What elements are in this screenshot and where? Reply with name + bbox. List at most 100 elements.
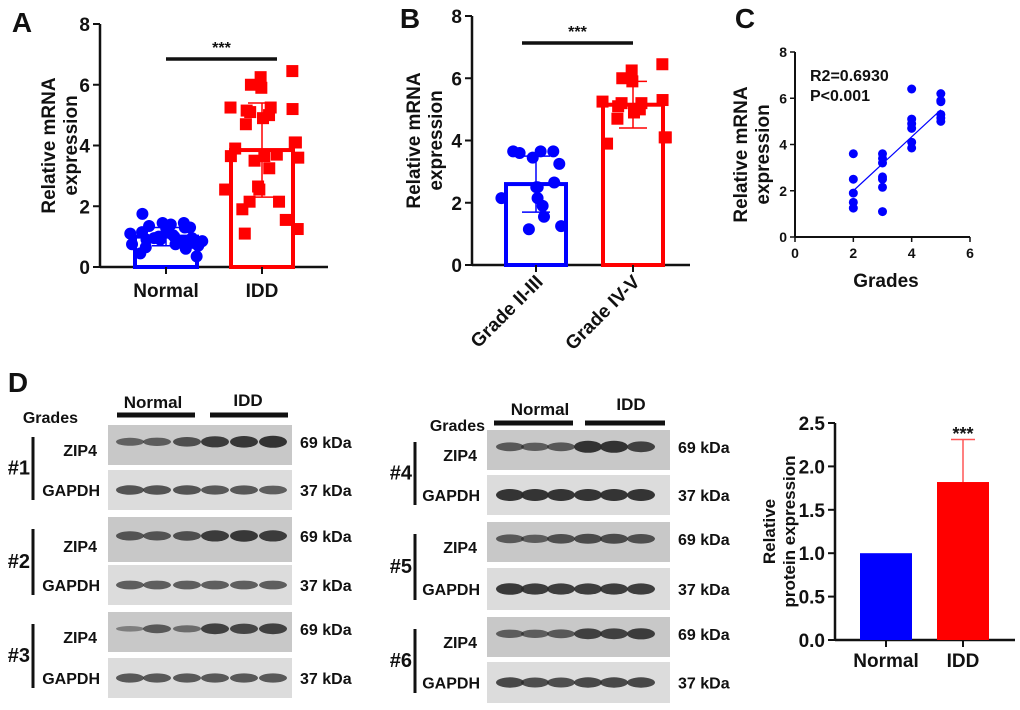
protein-label-gapdh: GAPDH <box>422 676 480 693</box>
blot-band <box>574 583 602 595</box>
blot-band <box>600 440 628 453</box>
blot-band <box>259 485 287 495</box>
blot-group-label-idd: IDD <box>233 391 262 410</box>
data-point <box>136 207 149 220</box>
kda-label-69: 69 kDa <box>300 435 352 452</box>
y-tick-label: 6 <box>79 76 90 97</box>
blot-band <box>201 673 229 683</box>
data-point <box>627 106 640 119</box>
blot-band <box>496 489 524 501</box>
blot-band <box>574 533 602 544</box>
bar-normal <box>860 553 912 640</box>
blot-band <box>259 580 287 590</box>
blot-band <box>230 623 258 634</box>
data-point <box>547 145 560 158</box>
data-point <box>238 227 251 240</box>
y-tick-label: 8 <box>779 44 787 60</box>
y-tick-label: 0.5 <box>799 588 826 609</box>
x-tick-label: 4 <box>908 245 916 261</box>
data-point <box>134 247 147 260</box>
data-point <box>253 183 266 196</box>
data-point <box>178 221 191 234</box>
data-point <box>219 183 232 196</box>
r2-annotation: R2=0.6930 <box>810 68 889 85</box>
sample-id: #6 <box>390 650 412 672</box>
y-tick-label: 2.5 <box>799 414 826 435</box>
kda-label-37: 37 kDa <box>678 582 730 599</box>
kda-label-37: 37 kDa <box>678 488 730 505</box>
y-tick-label: 4 <box>779 137 787 153</box>
blot-band <box>627 583 655 595</box>
p-value-annotation: P<0.001 <box>810 88 870 105</box>
data-point <box>255 81 268 94</box>
y-tick-label: 6 <box>779 90 787 106</box>
significance-label: *** <box>212 40 231 57</box>
blot-band <box>230 580 258 590</box>
data-point <box>625 64 638 77</box>
y-axis-label-line: expression <box>426 90 447 190</box>
data-point <box>513 146 526 159</box>
blot-band <box>521 583 549 595</box>
data-point <box>907 143 917 153</box>
panel-label-b: B <box>400 3 420 34</box>
x-tick-label: 6 <box>966 245 974 261</box>
blot-band <box>521 629 549 638</box>
blot-band <box>116 673 144 683</box>
blot-band <box>230 673 258 683</box>
data-point <box>248 154 261 167</box>
x-tick-label: 2 <box>849 245 857 261</box>
blot-band <box>173 580 201 590</box>
y-axis-label: Relativeprotein expression <box>760 455 799 607</box>
data-point <box>126 238 139 251</box>
sample-id: #1 <box>8 458 30 480</box>
data-point <box>848 188 858 198</box>
y-axis-label-line: expression <box>61 95 82 195</box>
data-point <box>154 233 167 246</box>
data-point <box>936 116 946 126</box>
protein-label-zip4: ZIP4 <box>443 540 477 557</box>
blot-band <box>547 583 575 595</box>
panel-label-c: C <box>735 3 755 34</box>
blot-band <box>496 629 524 638</box>
y-axis-label: Relative mRNAexpression <box>731 86 774 222</box>
data-point <box>124 227 137 240</box>
data-point <box>848 174 858 184</box>
data-point <box>656 94 669 107</box>
blot-band <box>521 489 549 501</box>
blot-band <box>173 673 201 683</box>
data-point <box>615 97 628 110</box>
data-point <box>279 213 292 226</box>
blot-band <box>173 485 201 495</box>
data-point <box>536 199 549 212</box>
x-tick-label: Normal <box>853 651 918 672</box>
blot-band <box>600 628 628 640</box>
data-point <box>907 123 917 133</box>
y-tick-label: 8 <box>451 7 462 28</box>
blot-band <box>496 583 524 595</box>
blot-band <box>496 534 524 544</box>
y-axis-label: Relative mRNAexpression <box>39 77 82 213</box>
regression-line <box>852 109 942 192</box>
data-point <box>286 103 299 116</box>
blot-group-label-idd: IDD <box>616 395 645 414</box>
blot-band <box>496 442 524 452</box>
kda-label-37: 37 kDa <box>300 671 352 688</box>
data-point <box>273 195 286 208</box>
y-tick-label: 0.0 <box>799 631 825 652</box>
significance-label: *** <box>952 424 973 444</box>
blot-band <box>547 677 575 688</box>
blot-band <box>259 623 287 635</box>
y-tick-label: 0 <box>779 229 787 245</box>
data-point <box>224 101 237 114</box>
data-point <box>179 242 192 255</box>
data-point <box>936 97 946 107</box>
protein-label-zip4: ZIP4 <box>63 630 97 647</box>
blot-band <box>547 442 575 452</box>
data-point <box>601 137 614 150</box>
protein-label-gapdh: GAPDH <box>42 578 100 595</box>
blot-band <box>201 580 229 590</box>
blot-band <box>116 485 144 495</box>
data-point <box>239 118 252 131</box>
data-point <box>848 203 858 213</box>
